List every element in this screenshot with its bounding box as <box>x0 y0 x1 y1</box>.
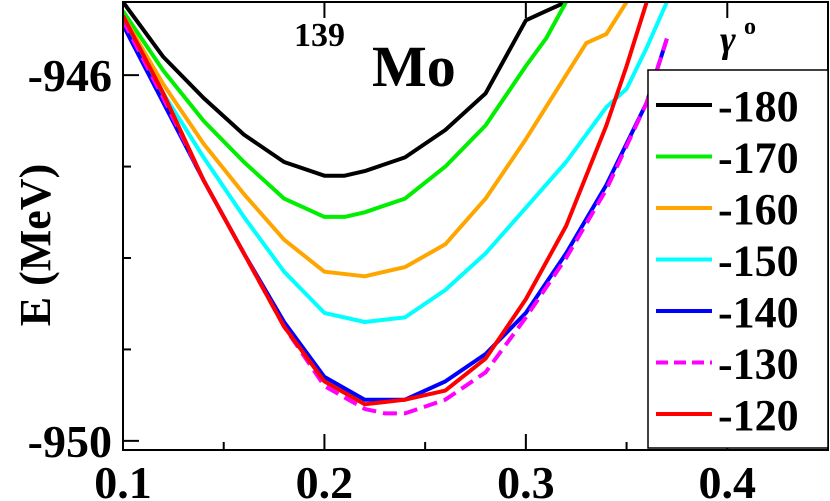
legend-label: -120 <box>718 391 799 440</box>
legend-label: -140 <box>718 288 799 337</box>
series-line--120 <box>123 2 649 407</box>
legend-title-superscript: o <box>744 14 756 40</box>
series-line--180 <box>123 2 567 178</box>
legend-title: γ <box>720 19 736 61</box>
legend-label: -150 <box>718 237 799 286</box>
series-layer <box>123 2 669 416</box>
series-line--160 <box>123 2 629 279</box>
x-tick-label: 0.2 <box>296 457 354 501</box>
legend-label: -130 <box>718 340 799 389</box>
legend-entries: -180-170-160-150-140-130-120 <box>656 82 799 440</box>
ticks-layer: 0.1 0.2 0.3 0.4 -946 -950 <box>28 2 829 501</box>
chart-title: Mo <box>372 34 456 99</box>
y-axis-label: E (MeV) <box>11 164 60 327</box>
chart-title-superscript: 139 <box>294 17 345 54</box>
y-tick-label: -950 <box>28 416 112 467</box>
legend-label: -170 <box>718 134 799 183</box>
x-tick-label: 0.4 <box>699 457 757 501</box>
x-tick-label: 0.1 <box>94 457 152 501</box>
y-tick-label: -946 <box>28 50 112 101</box>
legend-label: -160 <box>718 185 799 234</box>
series-line--170 <box>123 2 568 219</box>
x-tick-label: 0.3 <box>497 457 555 501</box>
legend-label: -180 <box>718 82 799 131</box>
